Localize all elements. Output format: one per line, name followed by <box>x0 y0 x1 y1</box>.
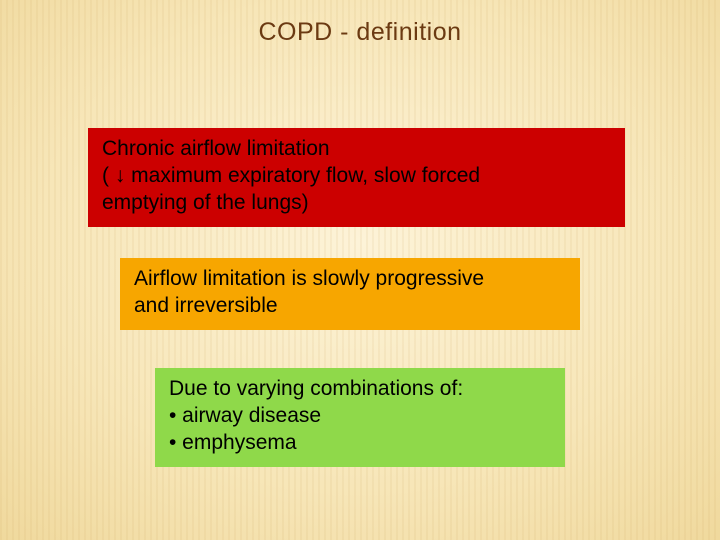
green-line-1: Due to varying combinations of: <box>169 376 551 403</box>
green-bullet-2: • emphysema <box>169 430 551 457</box>
slide: COPD - definition Chronic airflow limita… <box>0 0 720 540</box>
definition-box-progression: Airflow limitation is slowly progressive… <box>120 258 580 330</box>
down-arrow-icon: ↓ <box>115 164 126 187</box>
red-line-2-rest: maximum expiratory flow, slow forced <box>125 164 480 187</box>
orange-line-1: Airflow limitation is slowly progressive <box>134 266 566 293</box>
red-line-3: emptying of the lungs) <box>102 190 611 217</box>
slide-title: COPD - definition <box>0 18 720 47</box>
red-line-2-prefix: ( <box>102 164 115 187</box>
green-bullet-1: • airway disease <box>169 403 551 430</box>
definition-box-primary: Chronic airflow limitation ( ↓ maximum e… <box>88 128 625 227</box>
red-line-2: ( ↓ maximum expiratory flow, slow forced <box>102 163 611 190</box>
definition-box-causes: Due to varying combinations of: • airway… <box>155 368 565 467</box>
red-line-1: Chronic airflow limitation <box>102 136 611 163</box>
orange-line-2: and irreversible <box>134 293 566 320</box>
